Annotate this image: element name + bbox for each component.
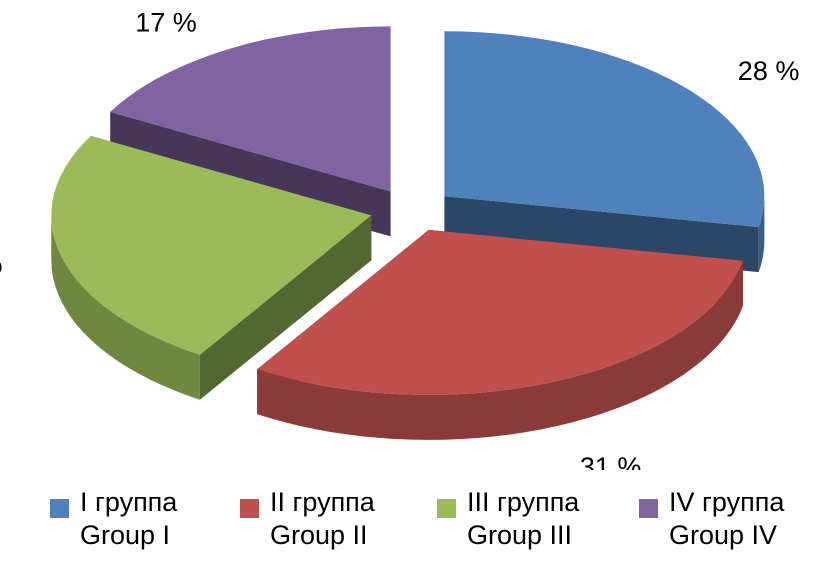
legend-label-en: Group IV <box>669 520 778 550</box>
pie-plot-area: 28 % 31 % 24 % 17 % <box>0 7 800 470</box>
slice-side-wall <box>444 196 759 273</box>
pie-slice-group-2 <box>257 229 743 440</box>
data-label-group-4: 17 % <box>135 7 197 37</box>
legend-item-group-4: IV группа Group IV <box>639 486 784 552</box>
legend-label-en: Group III <box>467 520 573 550</box>
slice-top-face <box>257 229 743 395</box>
data-label-group-3: 24 % <box>0 249 3 279</box>
legend: I группа Group I II группа Group II III … <box>0 486 838 564</box>
legend-item-group-1: I группа Group I <box>50 486 177 552</box>
slice-outer-wall <box>758 196 765 273</box>
legend-swatch-group-4 <box>639 499 658 518</box>
legend-swatch-group-3 <box>437 499 456 518</box>
slice-top-face <box>444 31 765 228</box>
slice-top-face <box>51 135 372 355</box>
slice-side-wall <box>199 215 372 400</box>
data-label-group-1: 28 % <box>738 56 800 86</box>
slice-top-face <box>110 26 391 192</box>
pie-slice-group-1 <box>444 31 765 273</box>
legend-label-ru: I группа <box>80 487 178 517</box>
pie-slice-group-3 <box>51 135 372 400</box>
legend-label-ru: II группа <box>270 487 375 517</box>
legend-item-group-2: II группа Group II <box>240 486 375 552</box>
slice-outer-wall <box>257 260 743 440</box>
legend-label-ru: III группа <box>467 487 580 517</box>
legend-label-en: Group II <box>270 520 368 550</box>
slice-outer-wall <box>51 215 200 400</box>
legend-swatch-group-1 <box>50 499 69 518</box>
data-label-group-2: 31 % <box>580 452 642 470</box>
legend-label-en: Group I <box>80 520 171 550</box>
legend-item-group-3: III группа Group III <box>437 486 579 552</box>
legend-swatch-group-2 <box>240 499 259 518</box>
legend-label-ru: IV группа <box>669 487 785 517</box>
